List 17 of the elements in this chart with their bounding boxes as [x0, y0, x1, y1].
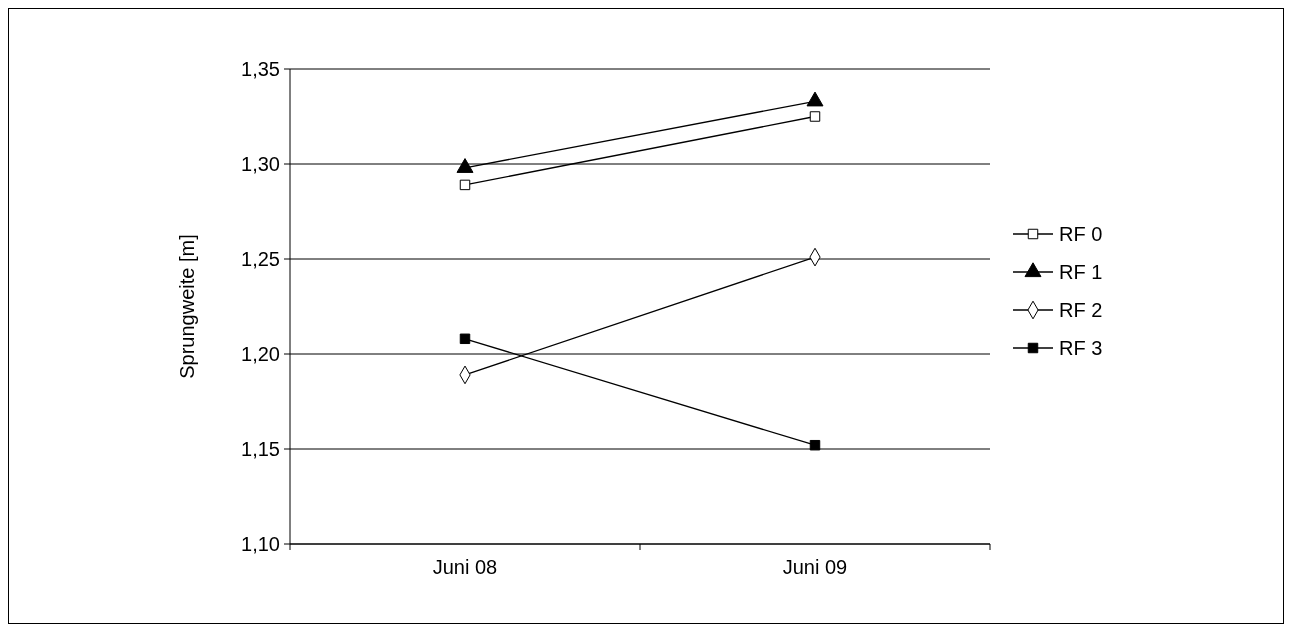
y-tick-label: 1,10 — [241, 533, 280, 555]
legend-label: RF 1 — [1059, 261, 1103, 283]
y-tick-label: 1,25 — [241, 248, 280, 270]
point — [459, 333, 471, 345]
x-tick-label: Juni 09 — [782, 556, 848, 578]
y-tick-label: 1,15 — [241, 438, 280, 460]
point — [809, 111, 821, 122]
y-tick-label: 1,35 — [241, 58, 280, 80]
point — [809, 439, 821, 451]
legend-label: RF 2 — [1059, 299, 1103, 321]
y-tick-label: 1,30 — [241, 153, 280, 175]
legend-label: RF 3 — [1059, 337, 1103, 359]
point — [459, 179, 471, 191]
y-axis-title: Sprungweite [m] — [176, 234, 198, 379]
y-tick-label: 1,20 — [241, 343, 280, 365]
x-tick-label: Juni 08 — [432, 556, 498, 578]
legend-label: RF 0 — [1059, 223, 1103, 245]
